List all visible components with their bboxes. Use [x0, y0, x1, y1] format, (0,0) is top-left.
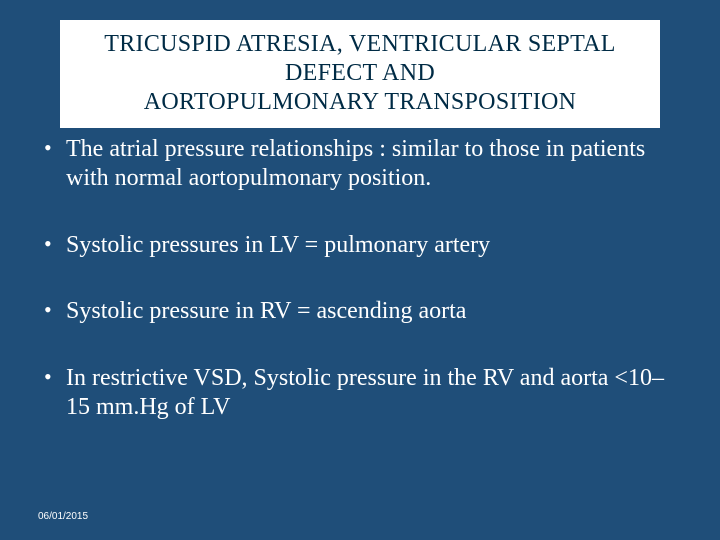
title-line-3: AORTOPULMONARY TRANSPOSITION — [144, 89, 577, 115]
title-box: TRICUSPID ATRESIA, VENTRICULAR SEPTAL DE… — [60, 20, 660, 130]
bullet-item: Systolic pressures in LV = pulmonary art… — [38, 231, 678, 260]
title-line-2: DEFECT AND — [285, 60, 435, 86]
bullet-item: In restrictive VSD, Systolic pressure in… — [38, 364, 678, 422]
bullet-item: The atrial pressure relationships : simi… — [38, 135, 678, 193]
footer-date: 06/01/2015 — [38, 511, 88, 522]
slide: TRICUSPID ATRESIA, VENTRICULAR SEPTAL DE… — [0, 0, 720, 540]
slide-title: TRICUSPID ATRESIA, VENTRICULAR SEPTAL DE… — [80, 30, 640, 116]
bullet-item: Systolic pressure in RV = ascending aort… — [38, 297, 678, 326]
bullet-list: The atrial pressure relationships : simi… — [38, 135, 678, 460]
title-line-1: TRICUSPID ATRESIA, VENTRICULAR SEPTAL — [104, 31, 615, 57]
